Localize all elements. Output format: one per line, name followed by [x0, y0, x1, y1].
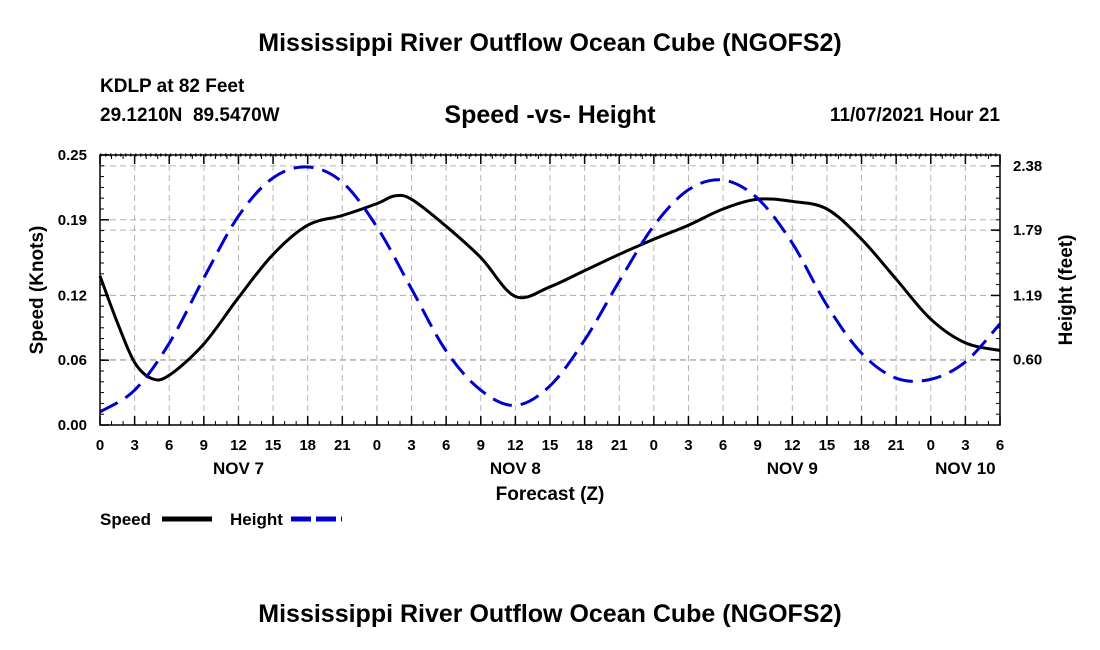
footer-title: Mississippi River Outflow Ocean Cube (NG… — [258, 600, 842, 628]
x-tick-label: 18 — [299, 437, 316, 454]
y2-tick-label: 1.19 — [1013, 287, 1042, 304]
date-label: NOV 7 — [213, 459, 264, 478]
x-tick-label: 0 — [650, 437, 658, 454]
x-axis-title: Forecast (Z) — [496, 484, 605, 505]
chart-subtitle: Speed -vs- Height — [444, 101, 656, 129]
x-tick-label: 15 — [819, 437, 836, 454]
x-tick-label: 18 — [853, 437, 870, 454]
date-label: NOV 9 — [767, 459, 818, 478]
x-tick-label: 3 — [407, 437, 415, 454]
x-tick-label: 6 — [996, 437, 1004, 454]
series-line-speed — [98, 193, 1001, 382]
y2-tick-label: 0.60 — [1013, 352, 1042, 369]
x-tick-label: 9 — [200, 437, 208, 454]
x-tick-label: 12 — [784, 437, 801, 454]
x-tick-label: 9 — [754, 437, 762, 454]
x-tick-label: 0 — [373, 437, 381, 454]
y-tick-label: 0.06 — [58, 352, 87, 369]
x-tick-label: 3 — [684, 437, 692, 454]
chart-title: Mississippi River Outflow Ocean Cube (NG… — [258, 29, 842, 57]
coordinates-label: 29.1210N 89.5470W — [100, 105, 280, 126]
station-label: KDLP at 82 Feet — [100, 76, 245, 97]
y-tick-label: 0.25 — [58, 147, 87, 164]
x-tick-label: 6 — [165, 437, 173, 454]
series-line-height — [99, 165, 1002, 414]
forecast-datetime: 11/07/2021 Hour 21 — [829, 105, 1000, 126]
x-tick-label: 21 — [611, 437, 628, 454]
x-tick-label: 15 — [265, 437, 282, 454]
x-tick-label: 21 — [888, 437, 905, 454]
y2-tick-label: 2.38 — [1013, 158, 1042, 175]
date-label: NOV 10 — [935, 459, 995, 478]
x-tick-label: 0 — [927, 437, 935, 454]
y-axis-title: Speed (Knots) — [27, 226, 48, 355]
x-tick-label: 9 — [477, 437, 485, 454]
y-tick-label: 0.00 — [58, 417, 87, 434]
x-tick-label: 18 — [576, 437, 593, 454]
x-tick-label: 12 — [507, 437, 524, 454]
x-tick-label: 12 — [230, 437, 247, 454]
legend-label-height: Height — [230, 510, 283, 529]
x-tick-label: 21 — [334, 437, 351, 454]
legend-label-speed: Speed — [100, 510, 151, 529]
x-tick-label: 0 — [96, 437, 104, 454]
y2-tick-label: 1.79 — [1013, 222, 1042, 239]
y-tick-label: 0.19 — [58, 212, 87, 229]
date-label: NOV 8 — [490, 459, 541, 478]
x-tick-label: 15 — [542, 437, 559, 454]
x-tick-label: 6 — [719, 437, 727, 454]
x-tick-label: 3 — [961, 437, 969, 454]
y-tick-label: 0.12 — [58, 287, 87, 304]
y2-axis-title: Height (feet) — [1056, 235, 1077, 346]
x-tick-label: 6 — [442, 437, 450, 454]
x-tick-label: 3 — [130, 437, 138, 454]
